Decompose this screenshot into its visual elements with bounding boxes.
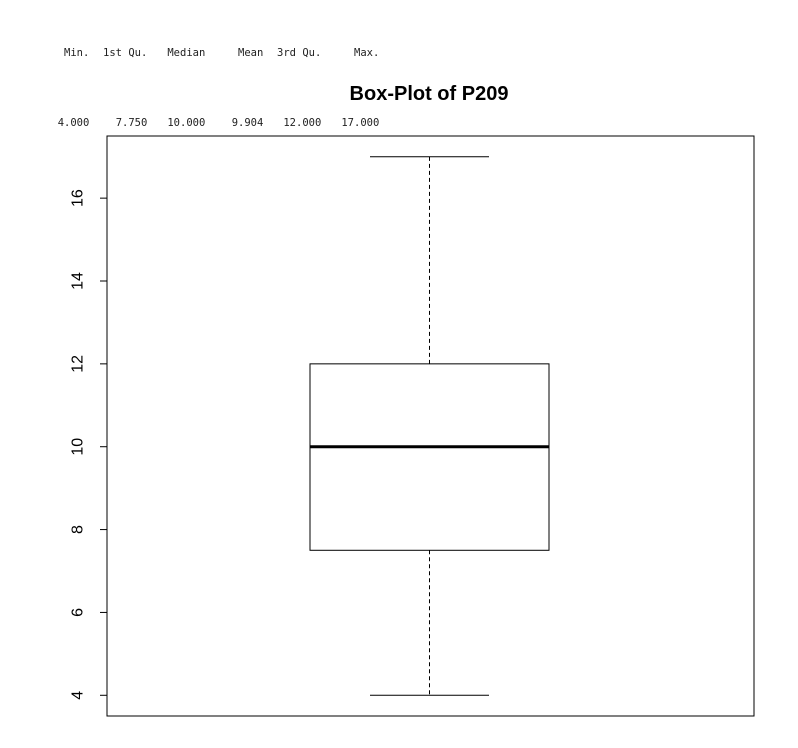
summary-value-max: 17.000 <box>341 117 380 129</box>
y-tick-label-6: 6 <box>70 608 87 617</box>
summary-header-q1: 1st Qu. <box>103 47 148 59</box>
summary-value-row: 4.000 7.750 10.000 9.904 12.000 17.000 <box>0 102 380 144</box>
summary-value-q3: 12.000 <box>283 117 322 129</box>
summary-header-row: Min. 1st Qu. Median Mean 3rd Qu. Max. <box>0 32 379 74</box>
boxplot-group <box>309 156 550 696</box>
y-tick-label-4: 4 <box>70 691 87 700</box>
summary-value-mean: 9.904 <box>231 117 264 129</box>
summary-output: Min. 1st Qu. Median Mean 3rd Qu. Max. 4.000 7.… <box>0 4 380 158</box>
summary-value-q1: 7.750 <box>115 117 148 129</box>
summary-header-min: Min. <box>64 47 90 59</box>
summary-header-q3: 3rd Qu. <box>277 47 322 59</box>
summary-header-mean: Mean <box>238 47 264 59</box>
summary-header-max: Max. <box>354 47 380 59</box>
summary-value-min: 4.000 <box>57 117 90 129</box>
y-tick-label-12: 12 <box>70 355 87 373</box>
summary-header-median: Median <box>167 47 206 59</box>
y-tick-label-8: 8 <box>70 525 87 534</box>
chart-title: Box-Plot of P209 <box>350 83 509 105</box>
iqr-box <box>309 363 550 551</box>
y-axis: 4 6 8 10 12 14 16 <box>70 189 108 700</box>
y-tick-label-14: 14 <box>70 272 87 290</box>
y-tick-label-16: 16 <box>70 189 87 207</box>
summary-value-median: 10.000 <box>167 117 206 129</box>
y-tick-label-10: 10 <box>70 438 87 456</box>
